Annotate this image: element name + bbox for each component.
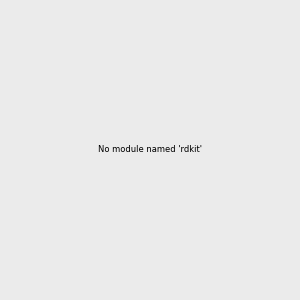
Text: No module named 'rdkit': No module named 'rdkit' xyxy=(98,146,202,154)
